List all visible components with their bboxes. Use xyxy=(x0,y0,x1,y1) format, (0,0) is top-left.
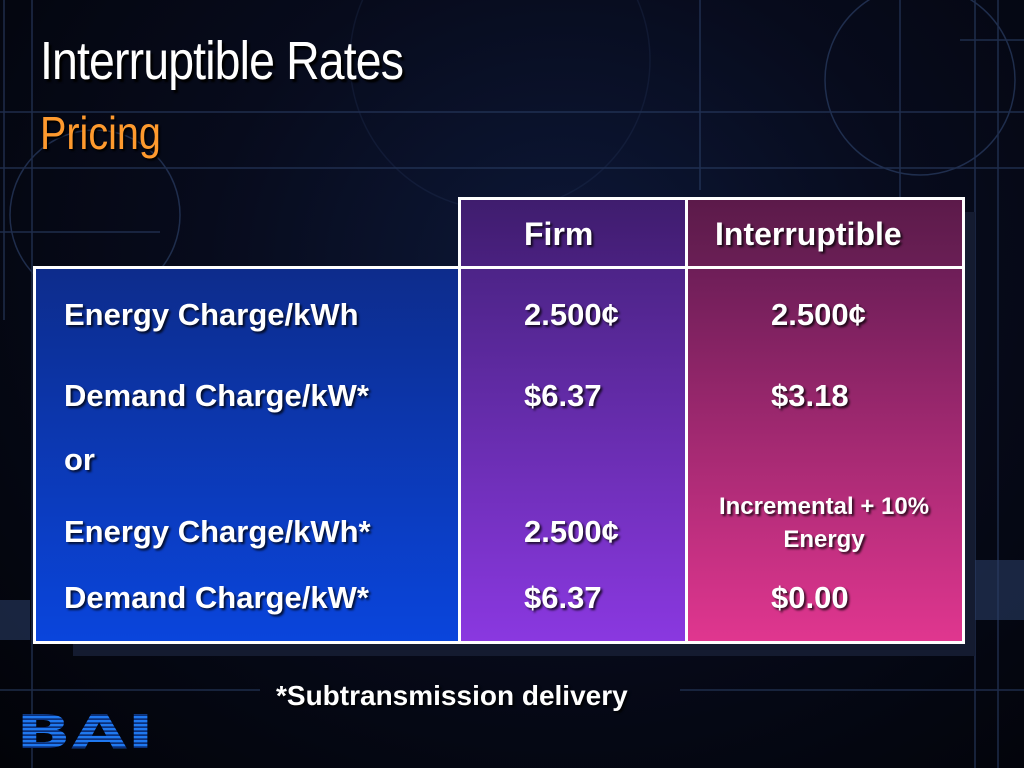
firm-demand-charge: $6.37 xyxy=(524,378,602,413)
interruptible-energy-charge: 2.500¢ xyxy=(771,297,866,332)
svg-text:BAI: BAI xyxy=(16,708,154,754)
row-label-demand-charge: Demand Charge/kW* xyxy=(64,378,369,413)
firm-column xyxy=(458,266,688,644)
firm-energy-charge: 2.500¢ xyxy=(524,297,619,332)
firm-energy-charge-alt: 2.500¢ xyxy=(524,514,619,549)
column-header-interruptible: Interruptible xyxy=(715,216,902,252)
firm-demand-charge-alt: $6.37 xyxy=(524,580,602,615)
bai-logo: BAI xyxy=(16,708,154,754)
interruptible-energy-charge-alt: Incremental + 10% Energy xyxy=(718,493,930,553)
interruptible-demand-charge-alt: $0.00 xyxy=(771,580,849,615)
interruptible-header-cell xyxy=(685,197,965,270)
interruptible-demand-charge: $3.18 xyxy=(771,378,849,413)
row-label-demand-charge-alt: Demand Charge/kW* xyxy=(64,580,369,615)
label-column xyxy=(33,266,461,644)
slide-title: Interruptible Rates xyxy=(40,31,404,91)
row-label-energy-charge: Energy Charge/kWh xyxy=(64,297,359,332)
interruptible-column xyxy=(685,266,965,644)
footnote: *Subtransmission delivery xyxy=(276,680,628,711)
row-label-or: or xyxy=(64,442,95,477)
row-label-energy-charge-alt: Energy Charge/kWh* xyxy=(64,514,371,549)
column-header-firm: Firm xyxy=(524,216,594,252)
slide-subtitle: Pricing xyxy=(40,107,161,159)
